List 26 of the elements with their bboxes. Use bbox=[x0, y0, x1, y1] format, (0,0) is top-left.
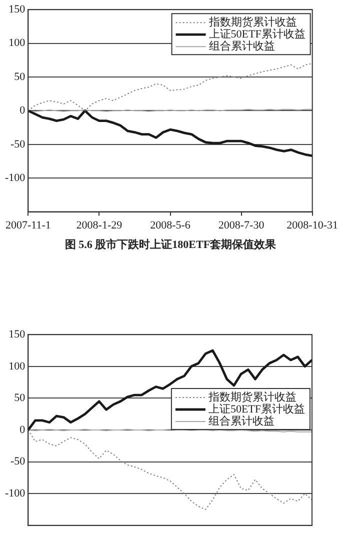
x-tick-label: 2008-5-6 bbox=[150, 219, 191, 232]
x-tick-label: 2007-11-1 bbox=[5, 219, 51, 232]
y-tick-label: 50 bbox=[14, 392, 26, 404]
x-tick-label: 2008-7-30 bbox=[218, 219, 265, 232]
y-tick-label: 100 bbox=[8, 360, 26, 372]
legend-label: 指数期货累计收益 bbox=[207, 390, 296, 404]
legend-label: 组合累计收益 bbox=[208, 39, 275, 52]
y-tick-label: -50 bbox=[10, 138, 26, 150]
line-series bbox=[28, 430, 312, 510]
x-tick-label: 2008-10-31 bbox=[286, 219, 338, 232]
y-tick-label: 0 bbox=[20, 104, 26, 117]
y-tick-label: 150 bbox=[8, 3, 26, 16]
y-tick-label: 50 bbox=[14, 70, 26, 83]
legend-label: 指数期货累计收益 bbox=[208, 15, 297, 28]
y-tick-label: -100 bbox=[4, 487, 26, 500]
y-tick-label: -100 bbox=[4, 172, 26, 184]
y-tick-label: 100 bbox=[8, 37, 26, 50]
y-tick-label: -50 bbox=[10, 456, 26, 468]
y-tick-label: 0 bbox=[20, 424, 26, 436]
legend-label: 上证50ETF累计收益 bbox=[208, 402, 306, 416]
line-series bbox=[28, 63, 313, 112]
y-tick-label: 150 bbox=[8, 328, 26, 340]
x-tick-label: 2008-1-29 bbox=[76, 219, 123, 232]
legend-label: 上证50ETF累计收益 bbox=[208, 27, 306, 40]
caption: 图 5.6 股市下跌时上证180ETF套期保值效果 bbox=[64, 238, 278, 252]
legend-label: 组合累计收益 bbox=[208, 414, 274, 428]
